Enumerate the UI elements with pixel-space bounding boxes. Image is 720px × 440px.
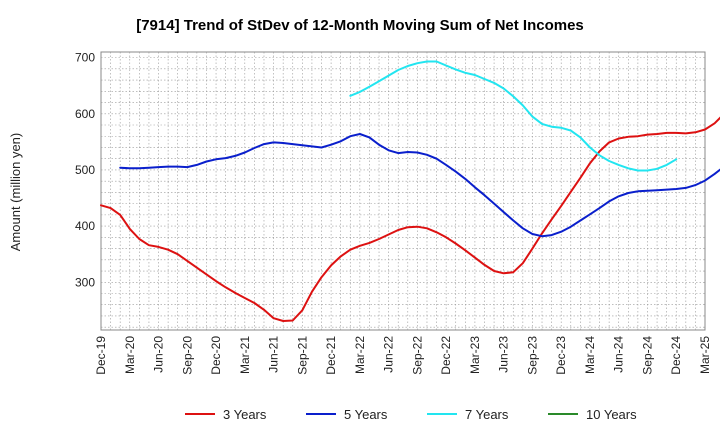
legend-label: 3 Years <box>223 407 267 422</box>
plot-frame <box>100 51 706 331</box>
legend-label: 10 Years <box>586 407 637 422</box>
x-tick-label: Jun-21 <box>267 336 281 373</box>
series-line-3 <box>349 60 678 172</box>
x-tick-label: Dec-24 <box>669 336 683 375</box>
x-tick-label: Sep-23 <box>525 336 539 375</box>
x-tick-label: Mar-24 <box>583 336 597 374</box>
y-axis-label: Amount (million yen) <box>8 133 23 252</box>
y-tick-label: 400 <box>75 219 95 233</box>
x-tick-label: Jun-23 <box>497 336 511 373</box>
legend: 3 Years 5 Years 7 Years 10 Years <box>185 407 637 422</box>
x-tick-label: Dec-19 <box>94 336 108 375</box>
chart-title: [7914] Trend of StDev of 12-Month Moving… <box>136 17 584 34</box>
x-tick-label: Sep-20 <box>180 336 194 375</box>
x-tick-label: Mar-25 <box>698 336 712 374</box>
series-line-1 <box>100 116 720 322</box>
x-tick-label: Jun-24 <box>612 336 626 373</box>
x-tick-label: Sep-22 <box>410 336 424 375</box>
y-tick-label: 700 <box>75 51 95 65</box>
x-tick-label: Dec-20 <box>209 336 223 375</box>
x-tick-label: Mar-20 <box>123 336 137 374</box>
x-tick-label: Sep-21 <box>295 336 309 375</box>
x-tick-label: Sep-24 <box>640 336 654 375</box>
x-tick-label: Mar-22 <box>353 336 367 374</box>
y-tick-label: 300 <box>75 275 95 289</box>
legend-label: 5 Years <box>344 407 388 422</box>
legend-label: 7 Years <box>465 407 509 422</box>
x-axis-ticks: Dec-19 Mar-20 Jun-20 Sep-20 Dec-20 Mar-21 Jun-… <box>94 336 712 375</box>
x-tick-label: Mar-21 <box>238 336 252 374</box>
x-tick-label: Mar-23 <box>468 336 482 374</box>
x-tick-label: Dec-21 <box>324 336 338 375</box>
plot-area <box>100 51 706 331</box>
x-tick-label: Dec-22 <box>439 336 453 375</box>
y-tick-label: 500 <box>75 163 95 177</box>
series-line-2 <box>119 133 720 238</box>
x-tick-label: Dec-23 <box>554 336 568 375</box>
y-axis-ticks: 300 400 500 600 700 <box>75 51 95 290</box>
series-lines <box>100 60 720 322</box>
x-tick-label: Jun-20 <box>152 336 166 373</box>
x-tick-label: Jun-22 <box>382 336 396 373</box>
y-tick-label: 600 <box>75 107 95 121</box>
